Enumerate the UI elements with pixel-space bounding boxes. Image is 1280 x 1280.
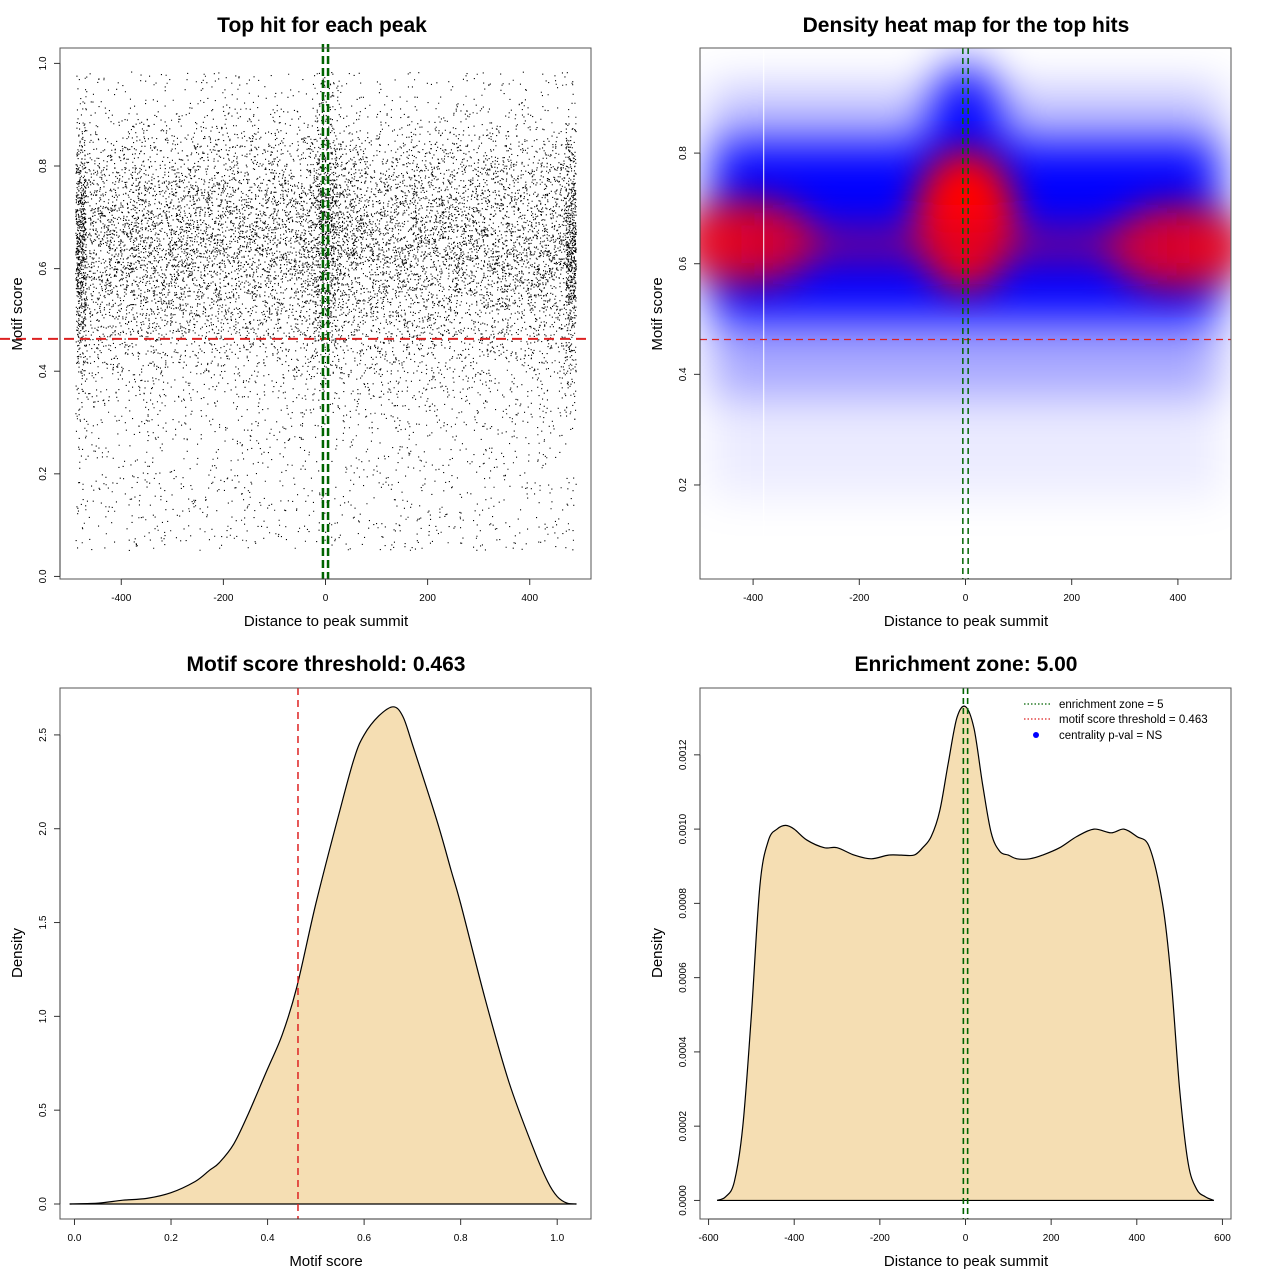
x-tick-label: 400 [1128,1233,1145,1244]
x-tick-label: 200 [1043,1233,1060,1244]
panel-score-density: Motif score threshold: 0.463 0.0 0.2 0.4 0.… [9,653,592,1270]
x-tick-label: 0.6 [357,1233,371,1244]
scatter-y-label: Motif score [9,277,26,350]
y-tick-label: 1.0 [38,1009,49,1023]
x-tick-label: 0 [963,1233,969,1244]
density-line [716,705,1215,1201]
score-density-y-label: Density [9,927,26,978]
x-tick-label: -400 [111,593,131,604]
score-density-x-axis: 0.0 0.2 0.4 0.6 0.8 1.0 [68,1218,565,1244]
x-tick-label: 0.2 [164,1233,178,1244]
y-tick-label: 0.4 [38,364,49,378]
score-density-curve [69,706,577,1205]
y-tick-label: 0.8 [678,146,689,160]
y-tick-label: 0.0008 [678,888,689,919]
scatter-y-axis: 0.0 0.2 0.4 0.6 0.8 1.0 [38,56,61,583]
heatmap-x-label: Distance to peak summit [884,613,1049,630]
density-area [717,706,1214,1201]
x-tick-label: 1.0 [550,1233,564,1244]
y-tick-label: 0.0004 [678,1036,689,1067]
y-tick-label: 0.0 [38,1197,49,1211]
y-tick-label: 0.4 [678,367,689,381]
x-tick-label: 0 [963,593,969,604]
heatmap-density [700,62,1231,497]
score-density-y-axis: 0.0 0.5 1.0 1.5 2.0 2.5 [38,728,61,1211]
heatmap-reference-lines [700,48,1231,579]
panel-heatmap: Density heat map for the top hits -400 -2… [649,14,1232,630]
x-tick-label: -200 [870,1233,890,1244]
scatter-x-label: Distance to peak summit [244,613,409,630]
scatter-points [75,71,577,551]
heatmap-y-label: Motif score [649,277,666,350]
heatmap-upper-haze [710,86,1221,143]
distance-density-y-label: Density [649,927,666,978]
scatter-x-axis: -400 -200 0 200 400 [111,578,539,604]
distance-density-title: Enrichment zone: 5.00 [855,653,1078,676]
x-tick-label: 200 [1063,593,1080,604]
heatmap-red-layer [700,149,1231,290]
heatmap-y-axis: 0.2 0.4 0.6 0.8 [678,146,701,492]
score-density-x-label: Motif score [289,1253,362,1270]
heatmap-band-core [763,225,1168,264]
y-tick-label: 1.0 [38,56,49,70]
y-tick-label: 0.2 [38,466,49,480]
heatmap-title: Density heat map for the top hits [803,14,1130,37]
y-tick-label: 0.2 [678,478,689,492]
y-tick-label: 0.6 [38,261,49,275]
distance-density-legend: enrichment zone = 5 motif score threshol… [1024,699,1208,742]
heatmap-x-axis: -400 -200 0 200 400 [743,578,1187,604]
legend-centrality-label: centrality p-val = NS [1059,730,1163,742]
scatter-reference-lines [0,44,591,579]
panel-scatter: Top hit for each peak -400 -200 0 200 400 0.… [0,14,592,630]
x-tick-label: 0.0 [68,1233,82,1244]
y-tick-label: 2.5 [38,728,49,742]
x-tick-label: -200 [849,593,869,604]
x-tick-label: 200 [419,593,436,604]
distance-density-x-label: Distance to peak summit [884,1253,1049,1270]
distance-density-curve [716,705,1215,1202]
x-tick-label: 0 [323,593,329,604]
distance-density-x-axis: -600 -400 -200 0 200 400 600 [699,1218,1231,1244]
y-tick-label: 0.0 [38,569,49,583]
y-tick-label: 2.0 [38,821,49,835]
x-tick-label: 0.4 [261,1233,275,1244]
y-tick-label: 0.6 [678,256,689,270]
y-tick-label: 0.8 [38,159,49,173]
y-tick-label: 0.0012 [678,739,689,770]
x-tick-label: -400 [784,1233,804,1244]
x-tick-label: 600 [1214,1233,1231,1244]
x-tick-label: 400 [1170,593,1187,604]
x-tick-label: -400 [743,593,763,604]
heatmap-low-tail [710,319,1221,397]
density-area [69,706,577,1204]
score-density-title: Motif score threshold: 0.463 [187,653,466,676]
distance-density-y-axis: 0.0000 0.0002 0.0004 0.0006 0.0008 0.0010 0.00… [678,739,701,1216]
x-tick-label: -600 [699,1233,719,1244]
panel-distance-density: Enrichment zone: 5.00 -600 -400 -200 0 200 40… [649,653,1232,1270]
heatmap-hotspot [915,149,1016,290]
y-tick-label: 0.0000 [678,1185,689,1216]
legend-threshold-label: motif score threshold = 0.463 [1059,714,1208,726]
y-tick-label: 1.5 [38,915,49,929]
x-tick-label: 0.8 [454,1233,468,1244]
y-tick-label: 0.5 [38,1103,49,1117]
y-tick-label: 0.0010 [678,813,689,844]
y-tick-label: 0.0006 [678,962,689,993]
scatter-point-cloud [75,71,577,551]
distance-density-reference-lines [962,688,969,1219]
x-tick-label: 400 [521,593,538,604]
scatter-title: Top hit for each peak [217,14,427,37]
legend-centrality-dot [1033,732,1039,738]
y-tick-label: 0.0002 [678,1110,689,1141]
x-tick-label: -200 [213,593,233,604]
density-line [69,706,577,1205]
heatmap-faint-tail [710,396,1221,497]
legend-enrichment-zone-label: enrichment zone = 5 [1059,699,1164,711]
